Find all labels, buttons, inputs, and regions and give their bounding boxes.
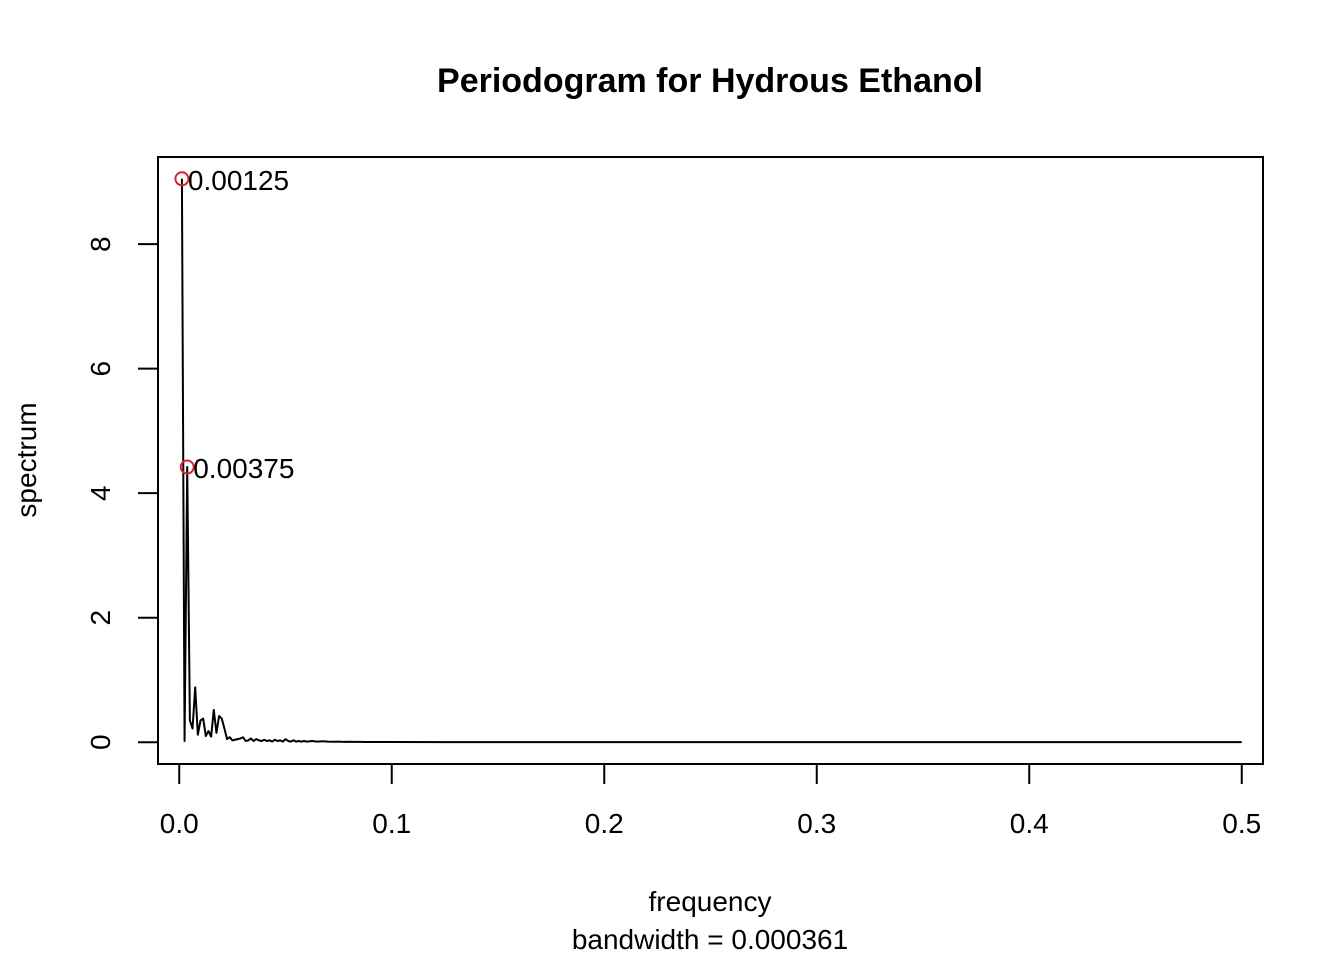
x-tick-label: 0.0 bbox=[160, 808, 199, 839]
bandwidth-label: bandwidth = 0.000361 bbox=[572, 924, 848, 955]
y-tick-label: 8 bbox=[85, 236, 116, 252]
x-tick-label: 0.3 bbox=[797, 808, 836, 839]
x-tick-label: 0.4 bbox=[1010, 808, 1049, 839]
x-axis-label: frequency bbox=[649, 886, 772, 917]
peak-marker bbox=[179, 459, 195, 475]
x-tick-label: 0.2 bbox=[585, 808, 624, 839]
y-tick-label: 0 bbox=[85, 734, 116, 750]
spectrum-line bbox=[180, 178, 1242, 744]
peak-label: 0.00125 bbox=[188, 165, 289, 196]
x-tick-label: 0.5 bbox=[1222, 808, 1261, 839]
series-layer bbox=[180, 178, 1242, 744]
peak-markers: 0.00125 0.00375 bbox=[174, 165, 294, 484]
chart-title: Periodogram for Hydrous Ethanol bbox=[437, 62, 983, 100]
x-tick-label: 0.1 bbox=[372, 808, 411, 839]
y-tick-label: 2 bbox=[85, 610, 116, 626]
y-tick-label: 6 bbox=[85, 361, 116, 377]
y-axis-label: spectrum bbox=[11, 402, 42, 517]
y-axis: 0 2 4 6 8 bbox=[85, 236, 159, 750]
plot-frame bbox=[157, 156, 1264, 765]
y-tick-label: 4 bbox=[85, 485, 116, 501]
peak-label: 0.00375 bbox=[193, 453, 294, 484]
x-axis: 0.0 0.1 0.2 0.3 0.4 0.5 bbox=[160, 763, 1261, 839]
peak-marker bbox=[174, 171, 190, 187]
